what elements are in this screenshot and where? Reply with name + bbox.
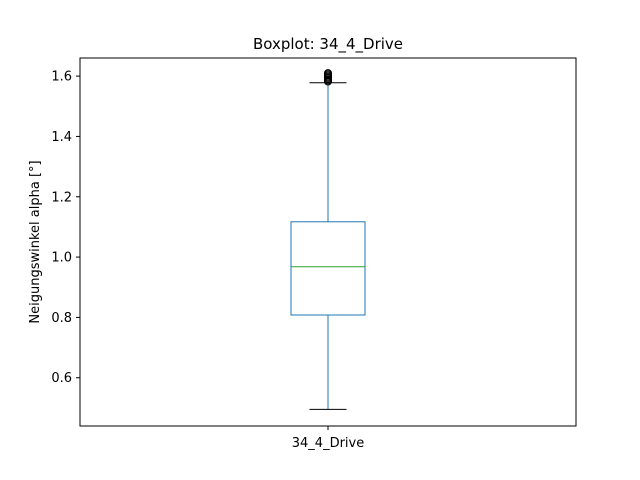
y-axis: 0.6 0.8 1.0 1.2 1.4 1.6 — [51, 70, 80, 386]
y-tick-label: 1.6 — [51, 70, 72, 85]
y-tick-label: 1.4 — [51, 130, 72, 145]
y-tick-label: 1.2 — [51, 190, 72, 205]
y-axis-label: Neigungswinkel alpha [°] — [28, 160, 43, 323]
iqr-box — [290, 221, 366, 316]
y-tick-label: 0.8 — [51, 311, 72, 326]
x-axis: 34_4_Drive — [292, 426, 364, 451]
box-group — [290, 69, 366, 410]
y-tick-label: 0.6 — [51, 371, 72, 386]
chart-title: Boxplot: 34_4_Drive — [253, 35, 403, 54]
y-tick-label: 1.0 — [51, 251, 72, 266]
x-tick-label: 34_4_Drive — [292, 436, 364, 451]
outlier-point — [324, 69, 332, 78]
